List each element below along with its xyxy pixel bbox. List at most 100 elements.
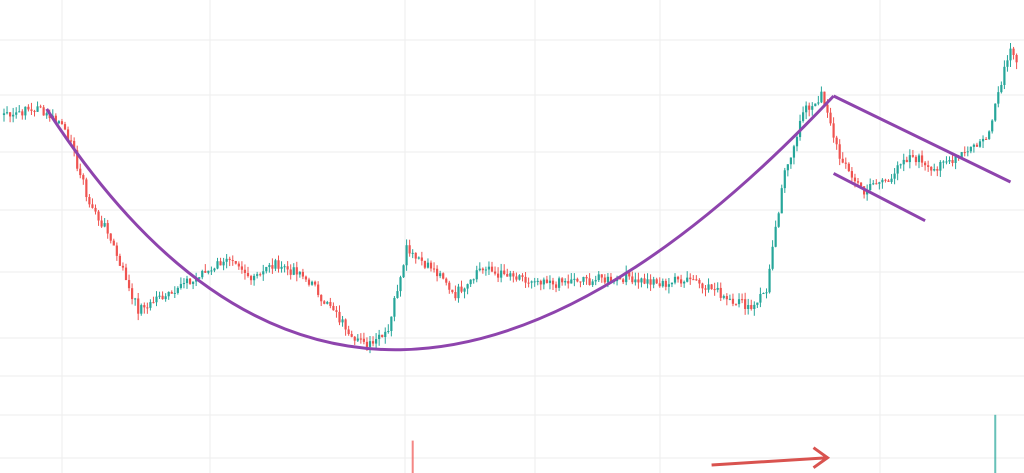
candle-body [393, 297, 396, 317]
candle-body [1000, 84, 1003, 93]
candle-body [908, 155, 911, 163]
candle-body [249, 276, 253, 281]
candle-body [969, 146, 972, 152]
candle-body [515, 276, 518, 280]
candle-body [231, 260, 234, 262]
candle-body [972, 144, 975, 147]
candle-body [500, 270, 503, 278]
candle-body [454, 292, 457, 299]
candle-body [21, 111, 24, 116]
candle-body [475, 270, 478, 280]
candle-body [920, 155, 924, 163]
candle-body [460, 286, 463, 292]
candle-body [295, 267, 298, 275]
candle-body [5, 112, 9, 114]
candle-body [927, 165, 930, 167]
volume-bar [411, 440, 414, 473]
candle-body [567, 281, 570, 284]
candle-body [429, 262, 433, 269]
candle-body [426, 262, 430, 268]
candle-body [82, 175, 85, 180]
candle-body [744, 299, 747, 309]
candle-body [896, 165, 899, 174]
candle-body [213, 268, 216, 271]
candle-body [237, 263, 240, 267]
candle-body [307, 279, 311, 285]
candle-body [695, 279, 698, 281]
candle-body [884, 179, 887, 181]
candle-body [314, 281, 317, 285]
candle-body [240, 266, 243, 270]
candle-body [161, 295, 164, 300]
candle-body [917, 155, 921, 163]
candle-body [1003, 66, 1006, 85]
candle-body [795, 137, 799, 147]
candle-body [439, 273, 442, 277]
candle-body [1009, 48, 1012, 61]
candle-body [670, 282, 674, 285]
candle-body [167, 291, 170, 297]
candle-body [283, 266, 286, 268]
candle-body [859, 182, 863, 187]
candle-body [30, 109, 33, 111]
candle-body [335, 310, 338, 312]
candle-body [930, 166, 933, 171]
candle-body [39, 106, 42, 108]
candle-body [506, 273, 509, 277]
candle-body [76, 150, 79, 169]
candle-body [997, 92, 1000, 104]
candle-body [981, 138, 985, 142]
candle-body [960, 152, 963, 158]
candle-body [256, 274, 259, 276]
candle-body [173, 292, 176, 294]
candle-body [451, 289, 454, 293]
candle-body [820, 91, 823, 103]
candle-body [442, 273, 445, 279]
candle-body [320, 294, 323, 302]
candle-body [204, 270, 207, 273]
candle-body [347, 329, 350, 335]
candle-body [582, 276, 585, 282]
candle-body [762, 293, 765, 295]
candle-body [652, 279, 655, 285]
candle-body [542, 279, 545, 285]
candle-body [201, 270, 204, 278]
candle-body [869, 184, 872, 191]
candle-body [713, 289, 716, 291]
candle-body [664, 280, 667, 287]
candle-body [164, 296, 167, 300]
candle-body [18, 111, 21, 113]
candle-body [936, 169, 939, 171]
candle-body [100, 220, 103, 227]
candle-body [384, 331, 387, 337]
candle-body [9, 112, 12, 117]
candle-body [448, 282, 451, 290]
candle-body [777, 213, 780, 227]
candle-body [591, 281, 594, 285]
candle-body [789, 157, 792, 165]
candle-body [198, 277, 201, 279]
candle-body [463, 288, 466, 292]
candle-body [338, 311, 341, 323]
candle-body [792, 146, 796, 158]
candle-body [66, 129, 70, 141]
candle-body [814, 103, 817, 107]
candle-body [54, 115, 57, 124]
candle-body [243, 269, 247, 274]
candle-body [188, 278, 192, 284]
candle-body [737, 299, 741, 305]
candle-body [707, 284, 710, 290]
candle-body [716, 287, 719, 290]
candle-body [91, 204, 94, 208]
candle-body [835, 137, 838, 145]
candle-body [768, 268, 771, 293]
candle-body [808, 105, 811, 110]
candle-body [484, 269, 487, 271]
candle-body [585, 276, 588, 279]
candle-body [622, 279, 625, 283]
candle-body [527, 282, 530, 284]
candle-body [924, 162, 927, 166]
candle-body [1015, 55, 1018, 63]
candle-body [253, 275, 256, 281]
candle-body [341, 319, 344, 323]
